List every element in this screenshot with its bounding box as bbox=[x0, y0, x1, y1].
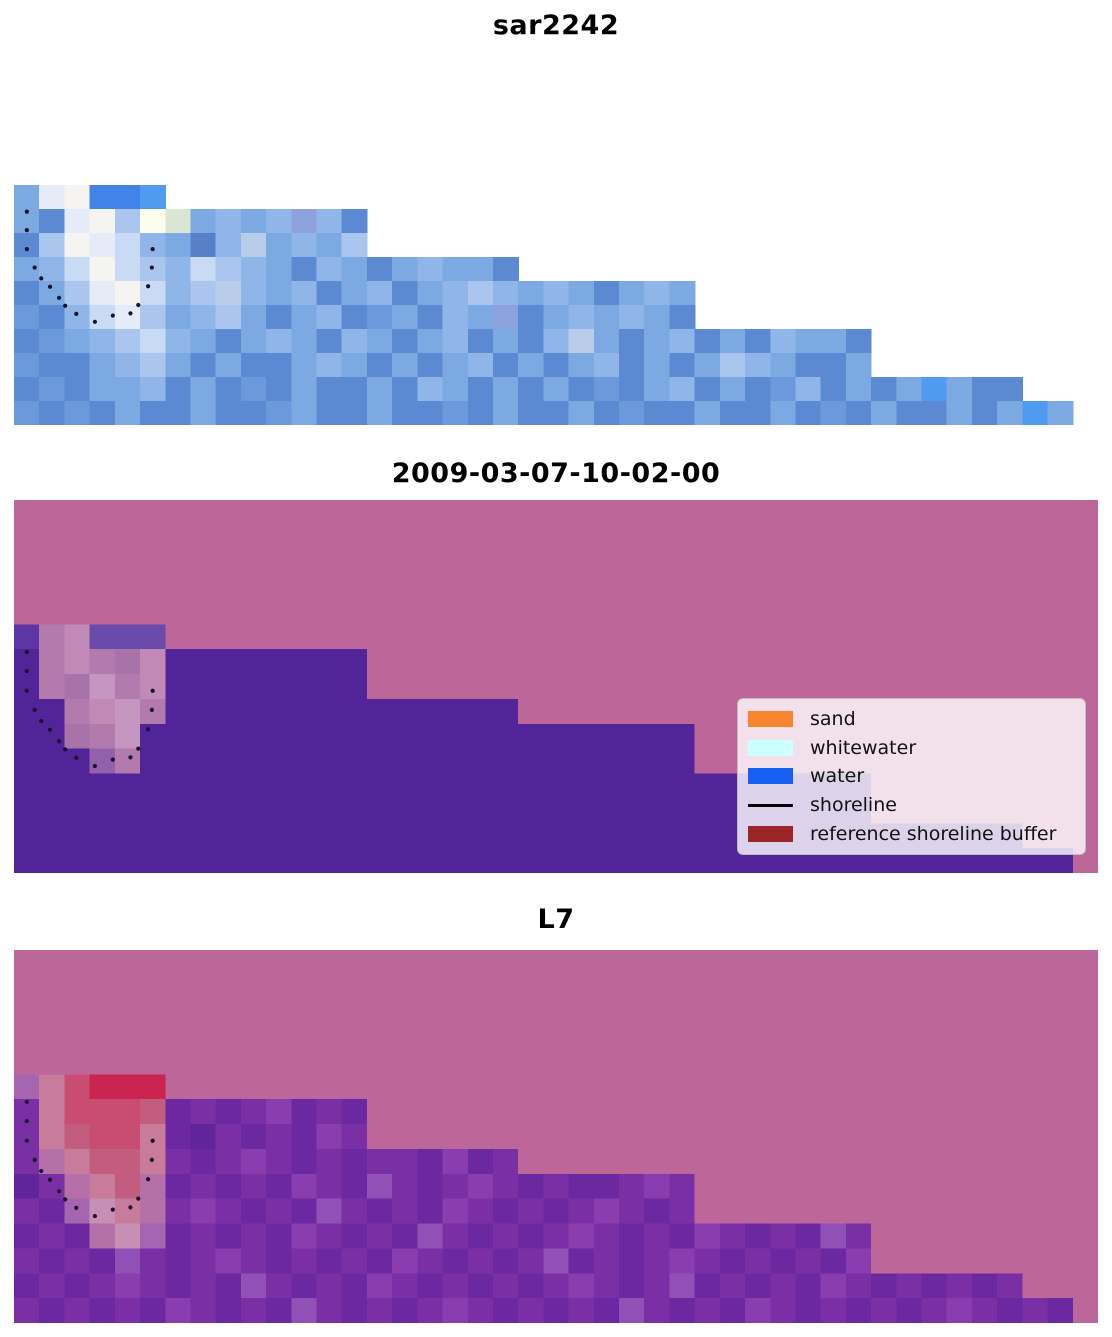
reference-shoreline-dot bbox=[39, 1168, 44, 1174]
reference-shoreline-dot bbox=[128, 755, 133, 760]
reference-shoreline-dot bbox=[24, 668, 29, 674]
reference-shoreline-dot bbox=[146, 284, 151, 289]
reference-shoreline-dot bbox=[128, 311, 133, 316]
legend-item-whitewater: whitewater bbox=[748, 737, 1075, 759]
reference-shoreline-dot bbox=[149, 1157, 154, 1162]
reference-shoreline-dot bbox=[24, 649, 29, 655]
reference-shoreline-dot bbox=[32, 1157, 37, 1162]
legend-label: sand bbox=[810, 708, 856, 731]
reference-shoreline-dot bbox=[149, 707, 154, 712]
reference-shoreline-dot bbox=[136, 746, 141, 751]
legend-item-shoreline: shoreline bbox=[748, 794, 1075, 816]
reference-shoreline-dot bbox=[57, 1189, 62, 1194]
reference-shoreline-dot bbox=[24, 1099, 29, 1105]
legend-item-water: water bbox=[748, 765, 1075, 787]
legend-item-reference-shoreline-buffer: reference shoreline buffer bbox=[748, 823, 1075, 845]
legend-swatch-sand bbox=[748, 711, 793, 728]
reference-shoreline-dot bbox=[24, 246, 29, 252]
legend-label: whitewater bbox=[810, 736, 917, 759]
reference-shoreline-dot bbox=[24, 688, 29, 693]
reference-shoreline-dot bbox=[136, 302, 141, 308]
reference-shoreline-dot bbox=[92, 1213, 98, 1219]
reference-shoreline-dot bbox=[110, 757, 115, 762]
reference-shoreline-dot bbox=[47, 727, 53, 732]
pixel-image-sar bbox=[14, 185, 1074, 425]
reference-shoreline-dot bbox=[39, 718, 44, 724]
panel-title-sar2242: sar2242 bbox=[492, 10, 620, 41]
image-panel-classified: sand whitewater water shoreline reference sh… bbox=[14, 500, 1098, 873]
reference-shoreline-dot bbox=[110, 313, 115, 318]
legend-swatch-water bbox=[748, 768, 793, 785]
legend-swatch-reference-shoreline-buffer bbox=[748, 825, 793, 842]
reference-shoreline-dot bbox=[24, 228, 29, 233]
reference-shoreline-dot bbox=[74, 1205, 79, 1210]
image-panel-l7 bbox=[14, 950, 1098, 1323]
reference-shoreline-dot bbox=[63, 747, 68, 752]
panel-title-l7: L7 bbox=[537, 904, 575, 935]
reference-shoreline-dot bbox=[149, 265, 154, 270]
reference-shoreline-dot bbox=[74, 755, 79, 760]
reference-shoreline-dot bbox=[57, 295, 62, 300]
reference-shoreline-dot bbox=[32, 265, 37, 270]
reference-shoreline-dot bbox=[74, 311, 79, 316]
reference-shoreline-dot bbox=[57, 739, 62, 744]
legend-line-shoreline bbox=[748, 803, 793, 807]
reference-shoreline-dot bbox=[92, 763, 98, 769]
reference-shoreline-dot bbox=[47, 284, 53, 289]
reference-shoreline-dot bbox=[63, 1197, 68, 1202]
reference-shoreline-dot bbox=[24, 1118, 29, 1124]
legend-label: shoreline bbox=[810, 794, 897, 817]
pixel-image-l7 bbox=[14, 950, 1098, 1323]
legend-item-sand: sand bbox=[748, 708, 1075, 730]
reference-shoreline-dot bbox=[47, 1177, 53, 1182]
image-panel-sar2242 bbox=[14, 185, 1098, 425]
reference-shoreline-dot bbox=[150, 688, 155, 693]
reference-shoreline-dot bbox=[24, 209, 29, 214]
reference-shoreline-dot bbox=[92, 319, 98, 324]
reference-shoreline-dot bbox=[128, 1205, 133, 1210]
legend: sand whitewater water shoreline reference sh… bbox=[737, 698, 1086, 855]
reference-shoreline-dot bbox=[32, 707, 37, 712]
reference-shoreline-dot bbox=[146, 1177, 151, 1182]
reference-shoreline-dot bbox=[39, 276, 44, 281]
legend-label: water bbox=[810, 765, 865, 788]
reference-shoreline-dot bbox=[136, 1196, 141, 1201]
reference-shoreline-dot bbox=[150, 1138, 155, 1143]
reference-shoreline-dot bbox=[110, 1207, 115, 1212]
reference-shoreline-dot bbox=[24, 1138, 29, 1143]
panel-title-classified-date: 2009-03-07-10-02-00 bbox=[391, 458, 721, 489]
legend-label: reference shoreline buffer bbox=[810, 822, 1057, 845]
reference-shoreline-dot bbox=[150, 246, 155, 252]
legend-swatch-whitewater bbox=[748, 739, 793, 756]
reference-shoreline-dot bbox=[63, 303, 68, 308]
reference-shoreline-dot bbox=[146, 727, 151, 732]
